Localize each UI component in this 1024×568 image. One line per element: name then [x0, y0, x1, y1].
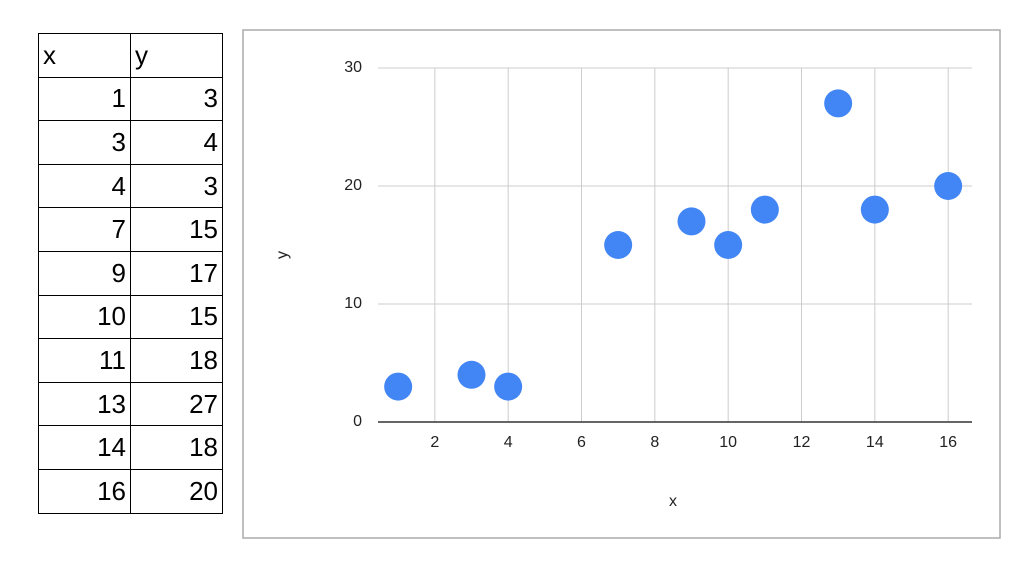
table-cell: 15	[130, 207, 223, 252]
table-cell: 4	[130, 120, 223, 165]
y-axis-title: y	[274, 251, 291, 259]
point	[934, 172, 963, 200]
chart-frame	[242, 29, 1001, 539]
point	[494, 372, 523, 401]
table-cell: 9	[38, 250, 131, 296]
point	[714, 231, 743, 259]
point	[604, 231, 633, 259]
x-tick-label: 10	[719, 434, 737, 451]
table-cell: 3	[130, 76, 223, 122]
table-cell: 11	[38, 338, 131, 383]
y-tick-label: 10	[344, 295, 362, 312]
table-cell: 7	[38, 207, 131, 252]
table-cell: 20	[130, 468, 223, 514]
table-cell: 10	[38, 294, 131, 340]
point	[457, 360, 486, 389]
y-tick-label: 30	[344, 59, 362, 76]
point	[384, 372, 413, 401]
table-cell: 4	[38, 163, 131, 209]
table-cell: 13	[38, 381, 131, 427]
table-cell: 3	[130, 163, 223, 209]
point	[860, 195, 889, 224]
header-cell: x	[38, 33, 131, 78]
x-tick-label: 14	[866, 434, 884, 451]
x-tick-label: 6	[577, 434, 586, 451]
x-tick-label: 16	[939, 434, 957, 451]
point	[677, 207, 706, 236]
point	[750, 195, 779, 224]
x-tick-label: 12	[793, 434, 811, 451]
y-tick-label: 20	[344, 177, 362, 194]
x-tick-label: 4	[504, 434, 513, 451]
x-tick-label: 8	[650, 434, 659, 451]
header-cell: y	[130, 33, 223, 78]
table-cell: 15	[130, 294, 223, 340]
x-tick-label: 2	[430, 434, 439, 451]
y-tick-label: 0	[353, 413, 362, 430]
point	[824, 89, 853, 118]
x-axis-title: x	[669, 493, 677, 510]
